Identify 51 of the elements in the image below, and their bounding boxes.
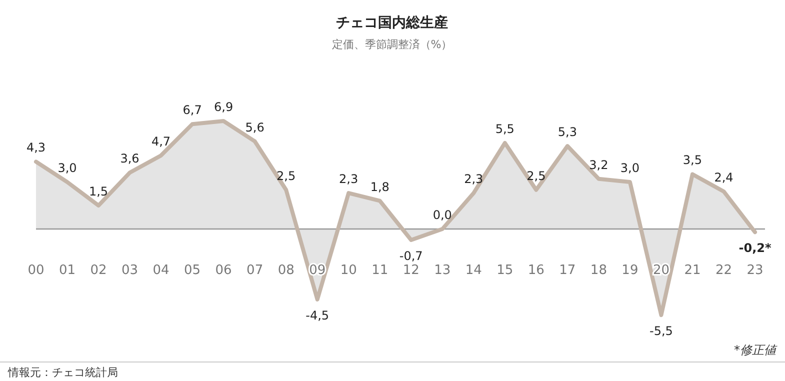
data-label: 0,0 [432,208,452,222]
x-tick-label: 22 [715,263,732,278]
x-tick-label: 23 [746,263,764,278]
data-label: 4,7 [151,134,171,148]
x-tick-label: 01 [58,263,76,278]
data-label: 2,4 [714,170,734,184]
data-label: 6,9 [214,100,234,114]
chart-subtitle: 定価、季節調整済（%） [332,38,452,51]
data-label: 3,5 [682,153,702,168]
data-label: -0,7 [399,248,423,263]
data-label: 3,2 [589,158,608,172]
x-tick-label: 02 [90,263,107,278]
data-label: -5,5 [650,324,673,338]
x-tick-label: 16 [528,263,544,278]
x-tick-label: 05 [184,263,201,278]
x-tick-label: 03 [122,263,138,278]
x-tick-label: 10 [340,263,357,278]
text: 情報元：チェコ統計局 [7,366,118,379]
data-label: 3,0 [58,161,77,176]
data-label: 3,0 [620,161,640,176]
text: *修正値 [734,343,778,357]
x-tick-label: 21 [684,263,701,278]
chart-title: チェコ国内総生産 [336,14,448,31]
data-label: 2,5 [276,168,296,183]
data-label: 1,8 [370,180,390,194]
x-tick-label: 20 [652,263,670,278]
data-label: 2,3 [464,172,484,186]
data-label: 4,3 [26,140,46,155]
x-tick-label: 08 [278,263,294,278]
x-tick-label: 07 [246,263,264,278]
x-tick-label: 18 [590,263,607,278]
x-tick-label: 15 [496,263,514,278]
data-label: 6,7 [182,103,202,118]
data-label: -0,2* [738,241,772,256]
data-label: 5,5 [495,122,514,136]
x-tick-label: 06 [215,263,232,278]
x-tick-label: 14 [465,263,482,278]
x-tick-label: 12 [402,263,420,278]
x-tick-label: 17 [559,263,576,278]
data-label: 2,3 [339,172,358,186]
data-label: -4,5 [306,308,330,322]
data-label: 5,6 [245,120,264,134]
data-label: 5,3 [558,125,577,140]
data-label: 2,5 [526,168,546,183]
x-tick-label: 00 [28,263,44,278]
data-label: 1,5 [88,184,108,199]
x-tick-label: 11 [372,263,388,278]
x-tick-label: 13 [434,263,451,278]
x-tick-label: 19 [622,263,638,278]
x-tick-label: 04 [152,263,170,278]
data-label: 3,6 [120,152,140,166]
